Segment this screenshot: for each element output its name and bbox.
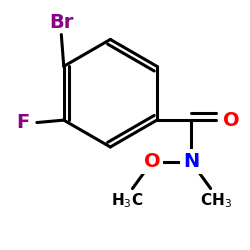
Text: N: N [183, 152, 199, 171]
Text: F: F [16, 113, 30, 132]
Text: H$_3$C: H$_3$C [112, 191, 144, 210]
Text: CH$_3$: CH$_3$ [200, 191, 232, 210]
Text: O: O [144, 152, 160, 171]
Text: Br: Br [49, 13, 74, 32]
Text: O: O [223, 110, 240, 130]
